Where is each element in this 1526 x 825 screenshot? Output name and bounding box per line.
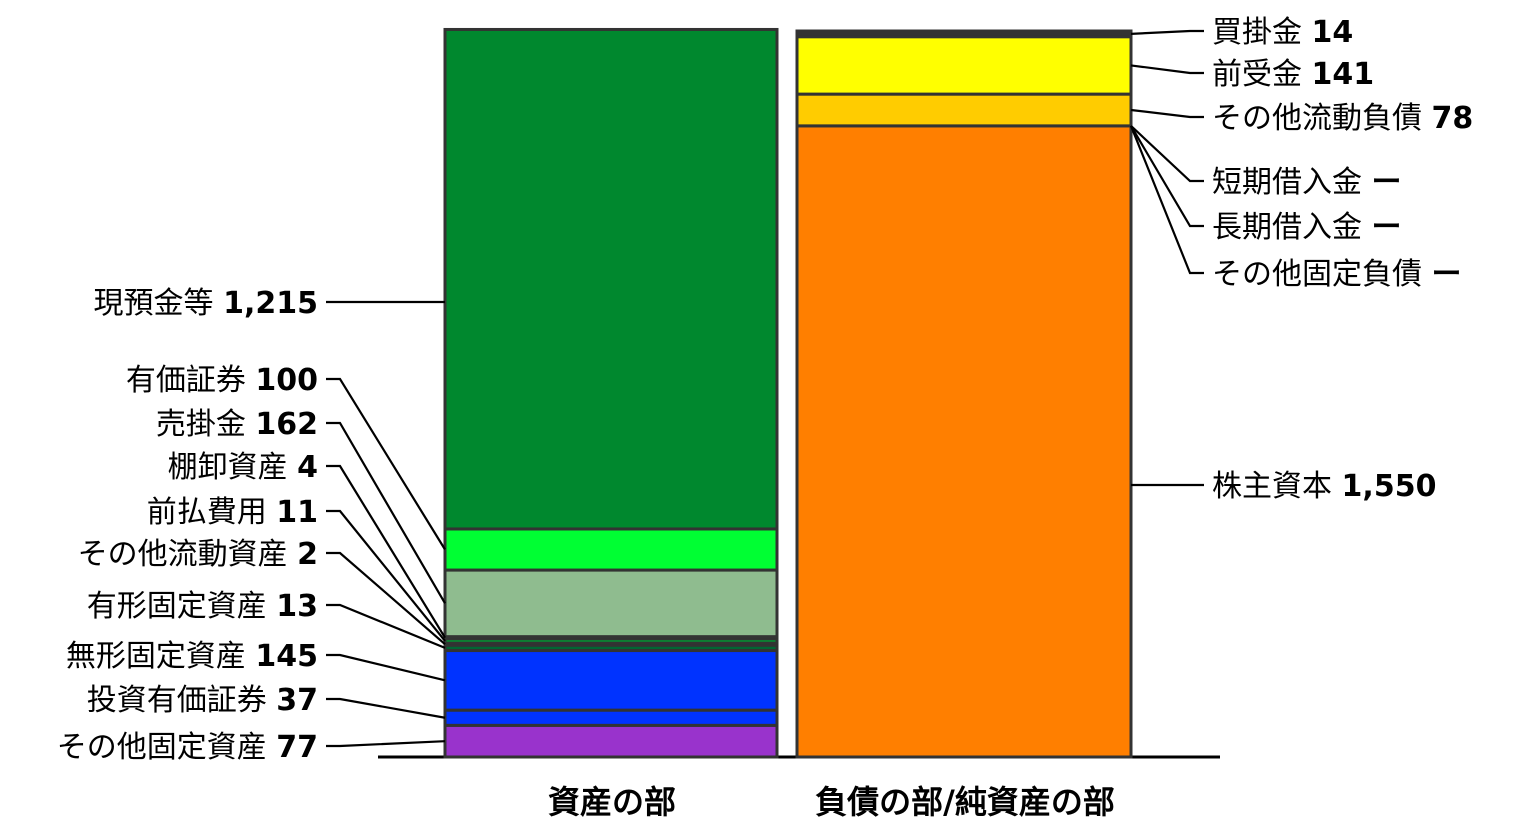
bar-segment-assets-0: [443, 723, 779, 759]
liabilities-equity-stack: [795, 29, 1133, 759]
segment-label: 棚卸資産 4: [168, 450, 318, 485]
leader-line: [1130, 125, 1204, 228]
leader-line: [326, 653, 446, 682]
leader-line: [326, 464, 446, 639]
leader-line: [326, 551, 446, 646]
segment-label: 有形固定資産 13: [87, 589, 318, 624]
bar-segment-liabilities-5: [795, 35, 1133, 96]
segment-label: その他流動資産 2: [78, 537, 318, 572]
leader-line: [326, 697, 446, 719]
bar-segment-assets-8: [443, 527, 779, 572]
bar-segment-liabilities-6: [795, 29, 1133, 39]
segment-label: 現預金等 1,215: [94, 286, 318, 321]
leader-line: [1130, 125, 1204, 183]
leader-line: [326, 740, 446, 748]
category-label-assets: 資産の部: [548, 783, 676, 821]
segment-label: 投資有価証券 37: [87, 683, 318, 718]
leader-line: [1129, 125, 1204, 275]
segment-labels: その他固定資産 77 投資有価証券 37 無形固定資産 145 有形固定資産 13 その…: [57, 15, 1474, 765]
leader-line: [326, 377, 446, 551]
segment-label: 前受金 141: [1212, 57, 1374, 92]
leader-line: [1130, 29, 1204, 35]
leader-line: [326, 603, 446, 649]
segment-label: 売掛金 162: [156, 407, 318, 442]
leader-line: [1130, 108, 1204, 119]
bar-segment-liabilities-0: [795, 124, 1133, 759]
segment-label: その他固定負債 ー: [1212, 257, 1462, 292]
segment-label: 無形固定資産 145: [66, 639, 318, 674]
leader-line: [1130, 64, 1204, 75]
segment-label: 買掛金 14: [1212, 15, 1353, 50]
bar-segment-assets-2: [443, 649, 779, 712]
assets-stack: [443, 27, 779, 759]
segment-label: 有価証券 100: [126, 363, 318, 398]
segment-label: 短期借入金 ー: [1212, 165, 1402, 200]
leader-line: [326, 421, 446, 604]
leader-lines: [326, 29, 1204, 748]
leader-line: [326, 509, 446, 642]
segment-label: 株主資本 1,550: [1212, 469, 1436, 504]
segment-label: 前払費用 11: [147, 495, 318, 530]
bar-segment-assets-1: [443, 708, 779, 727]
segment-label: 長期借入金 ー: [1212, 210, 1402, 245]
category-label-liabilities-equity: 負債の部/純資産の部: [815, 783, 1115, 821]
bar-segment-assets-7: [443, 568, 779, 639]
bar-segment-assets-9: [443, 27, 779, 531]
segment-label: その他固定資産 77: [57, 730, 318, 765]
bar-segment-liabilities-4: [795, 92, 1133, 128]
segment-label: その他流動負債 78: [1212, 101, 1473, 136]
